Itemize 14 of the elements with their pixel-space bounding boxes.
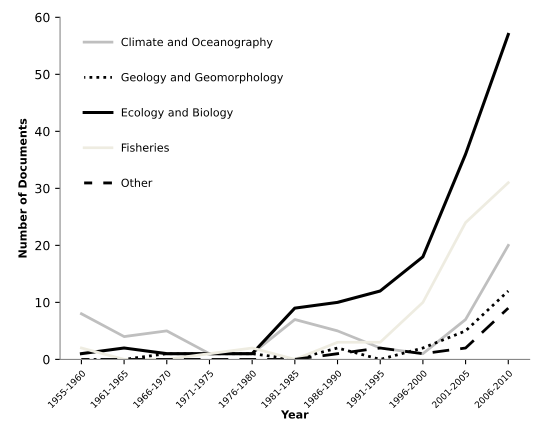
y-tick-label: 50 (35, 70, 50, 80)
x-axis-title: Year (280, 410, 309, 419)
legend-label: Fisheries (122, 143, 169, 152)
y-tick-label: 30 (35, 184, 50, 194)
legend-label: Geology and Geomorphology (121, 72, 284, 84)
y-tick-label: 10 (36, 298, 50, 308)
legend-label: Climate and Oceanography (121, 38, 273, 48)
y-tick-label: 20 (35, 240, 50, 250)
y-axis-title: Number of Documents (18, 118, 27, 258)
y-tick-label: 60 (35, 12, 50, 22)
legend-label: Other (121, 178, 152, 187)
y-tick-label: 0 (43, 354, 50, 364)
legend-label: Ecology and Biology (122, 108, 233, 119)
y-tick-label: 40 (35, 126, 50, 136)
